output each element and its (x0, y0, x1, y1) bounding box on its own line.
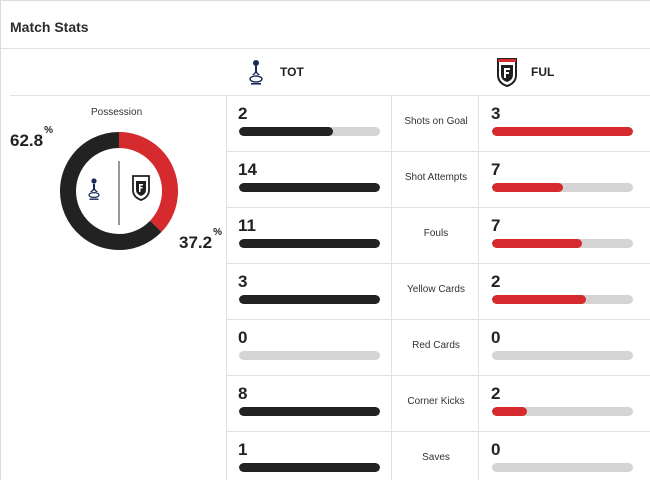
away-stat-value: 2 (491, 384, 501, 403)
possession-label: Possession (91, 107, 143, 118)
away-stat-bar-fill (492, 239, 583, 248)
column-divider (226, 96, 227, 480)
stat-label: Saves (422, 452, 450, 463)
away-stat-bar-fill (492, 127, 633, 136)
away-stat-bar (492, 407, 633, 416)
home-stat-value: 0 (238, 328, 248, 347)
home-stat-bar (239, 351, 380, 360)
possession-donut-chart (60, 132, 178, 250)
row-divider (226, 319, 650, 320)
away-stat-bar (492, 351, 633, 360)
away-stat-bar-fill (492, 183, 563, 192)
stat-row: 3 Yellow Cards 2 (226, 264, 650, 320)
row-divider (226, 375, 650, 376)
home-stat-bar (239, 407, 380, 416)
home-team-abbr: TOT (280, 65, 304, 79)
home-stat-value: 3 (238, 272, 248, 291)
row-divider (226, 151, 650, 152)
tottenham-crest-icon (244, 56, 268, 88)
home-stat-bar (239, 463, 380, 472)
home-team-header: TOT (244, 49, 304, 95)
away-stat-bar-fill (492, 407, 528, 416)
away-stat-bar-fill (492, 295, 587, 304)
stat-label: Shot Attempts (404, 172, 468, 183)
home-stat-bar (239, 239, 380, 248)
home-possession-arc (60, 132, 162, 250)
away-stat-bar (492, 463, 633, 472)
away-stat-value: 3 (491, 104, 501, 123)
column-divider (478, 96, 479, 480)
home-possession-value: 62.8% (10, 125, 53, 150)
stat-row: 8 Corner Kicks 2 (226, 376, 650, 432)
fulham-crest-icon (132, 175, 150, 201)
away-team-abbr: FUL (531, 65, 555, 79)
stat-row: 2 Shots on Goal 3 (226, 96, 650, 152)
away-stat-bar (492, 127, 633, 136)
fulham-crest-icon (495, 56, 519, 88)
stat-label: Yellow Cards (407, 284, 465, 295)
away-possession-value: 37.2% (179, 227, 222, 252)
away-stat-value: 0 (491, 440, 501, 459)
stat-label: Fouls (423, 228, 449, 239)
stat-row: 0 Red Cards 0 (226, 320, 650, 376)
away-stat-bar (492, 295, 633, 304)
home-stat-value: 1 (238, 440, 248, 459)
header-divider (10, 95, 650, 96)
home-stat-value: 11 (238, 216, 256, 235)
stat-label: Shots on Goal (404, 116, 468, 127)
home-stat-bar-fill (239, 295, 380, 304)
home-stat-bar-fill (239, 239, 380, 248)
home-stat-value: 14 (238, 160, 257, 179)
panel-title: Match Stats (10, 19, 89, 35)
column-divider (391, 96, 392, 480)
stat-row: 14 Shot Attempts 7 (226, 152, 650, 208)
away-stat-value: 7 (491, 216, 501, 235)
home-stat-value: 2 (238, 104, 248, 123)
stat-row: 1 Saves 0 (226, 432, 650, 480)
away-possession-arc (118, 132, 178, 232)
tottenham-crest-icon (88, 178, 100, 200)
away-team-header: FUL (495, 49, 554, 95)
row-divider (226, 431, 650, 432)
stat-label: Red Cards (412, 340, 460, 351)
stat-row: 11 Fouls 7 (226, 208, 650, 264)
away-stat-bar (492, 239, 633, 248)
row-divider (226, 263, 650, 264)
home-stat-bar-fill (239, 463, 380, 472)
home-stat-bar-fill (239, 407, 380, 416)
home-stat-bar (239, 183, 380, 192)
home-stat-bar-fill (239, 127, 334, 136)
away-stat-value: 2 (491, 272, 501, 291)
stat-label: Corner Kicks (407, 396, 465, 407)
row-divider (226, 207, 650, 208)
home-stat-bar-fill (239, 183, 380, 192)
away-stat-value: 0 (491, 328, 501, 347)
home-stat-bar (239, 127, 380, 136)
title-divider (1, 48, 650, 49)
home-stat-bar (239, 295, 380, 304)
home-stat-value: 8 (238, 384, 248, 403)
away-stat-value: 7 (491, 160, 501, 179)
away-stat-bar (492, 183, 633, 192)
